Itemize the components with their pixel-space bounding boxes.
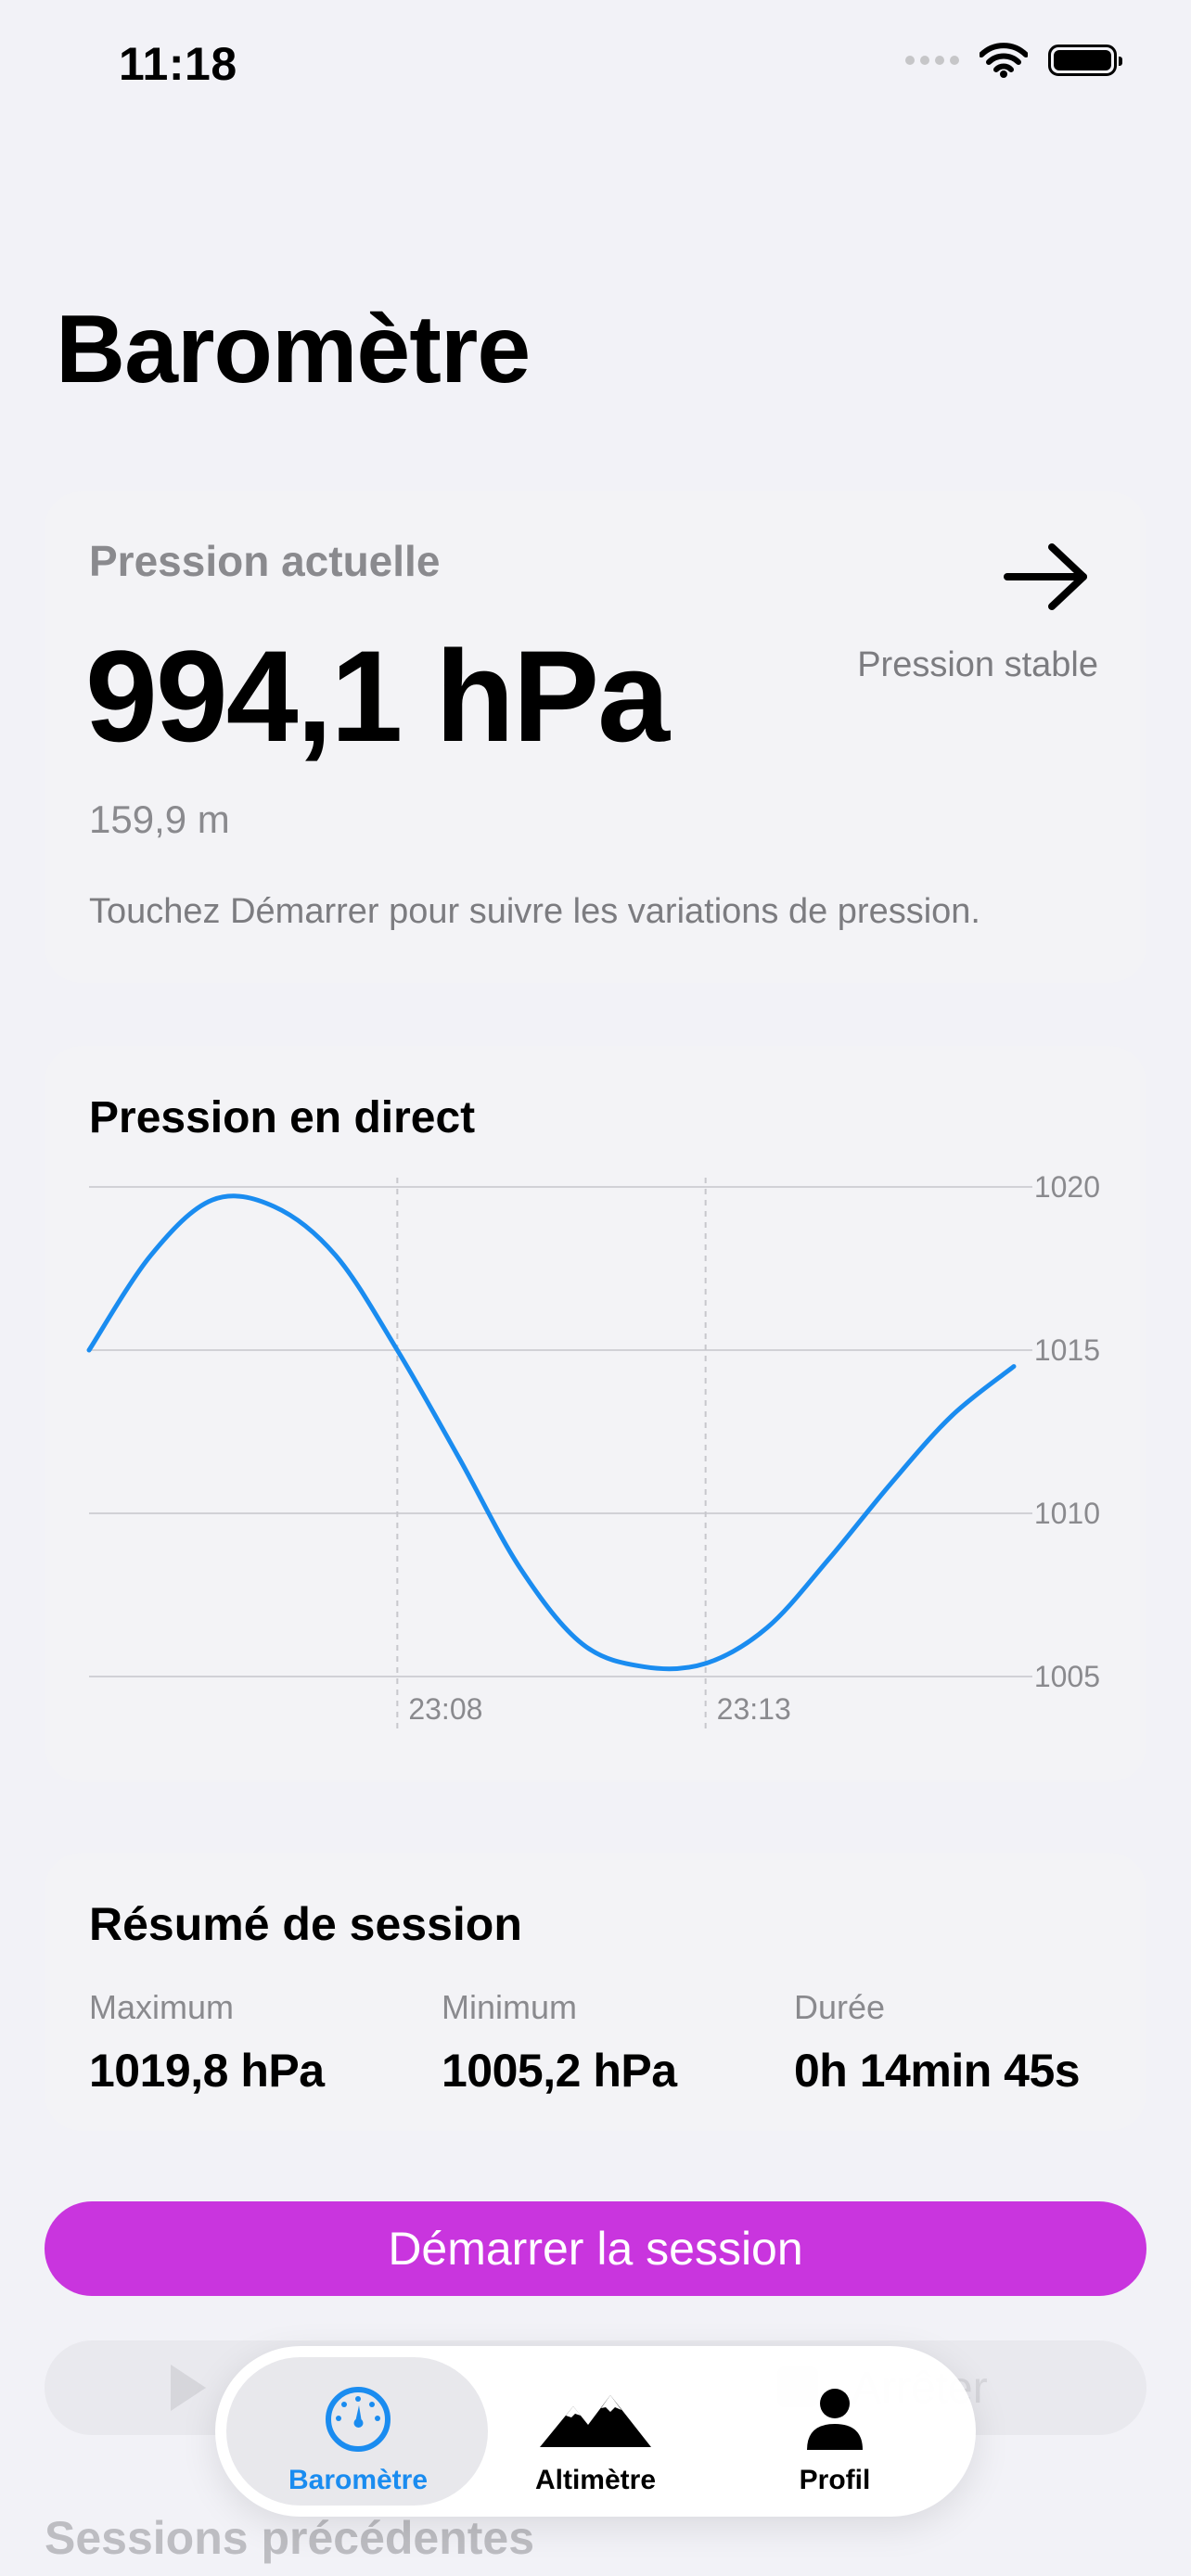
current-pressure-value: 994,1 hPa bbox=[85, 623, 670, 769]
summary-minimum: Minimum 1005,2 hPa bbox=[442, 1988, 677, 2098]
pressure-series-line bbox=[86, 1193, 1017, 1672]
tab-barometre[interactable]: Baromètre bbox=[237, 2346, 479, 2517]
play-icon bbox=[171, 2365, 206, 2411]
tab-profil[interactable]: Profil bbox=[714, 2346, 955, 2517]
start-hint: Touchez Démarrer pour suivre les variati… bbox=[89, 892, 980, 931]
summary-value: 1005,2 hPa bbox=[442, 2045, 677, 2097]
status-icons bbox=[905, 43, 1122, 78]
status-bar: 11:18 bbox=[0, 0, 1191, 130]
chart-title: Pression en direct bbox=[89, 1093, 476, 1142]
current-pressure-card: Pression actuelle 994,1 hPa 159,9 m Touc… bbox=[45, 491, 1146, 983]
y-tick-label: 1015 bbox=[1034, 1333, 1100, 1367]
current-pressure-label: Pression actuelle bbox=[89, 537, 441, 585]
summary-duration: Durée 0h 14min 45s bbox=[794, 1988, 1081, 2098]
summary-label: Maximum bbox=[89, 1988, 235, 2026]
tab-selection-indicator bbox=[226, 2357, 488, 2506]
tab-altimetre[interactable]: Altimètre bbox=[475, 2346, 716, 2517]
y-tick-label: 1020 bbox=[1034, 1170, 1100, 1204]
y-tick-label: 1005 bbox=[1034, 1660, 1100, 1693]
wifi-icon bbox=[980, 43, 1028, 78]
session-summary-card: Résumé de session Maximum 1019,8 hPa Min… bbox=[45, 1853, 1146, 2131]
x-tick-label: 23:13 bbox=[717, 1692, 791, 1726]
cellular-signal-icon bbox=[905, 56, 959, 65]
summary-value: 0h 14min 45s bbox=[794, 2045, 1081, 2097]
y-tick-label: 1010 bbox=[1034, 1497, 1100, 1530]
status-time: 11:18 bbox=[119, 38, 237, 90]
start-session-button[interactable]: Démarrer la session bbox=[45, 2201, 1146, 2296]
arrow-right-icon bbox=[1004, 543, 1087, 610]
previous-sessions-header: Sessions précédentes bbox=[45, 2512, 535, 2564]
x-tick-label: 23:08 bbox=[408, 1692, 482, 1726]
mountains-icon bbox=[540, 2395, 651, 2447]
summary-maximum: Maximum 1019,8 hPa bbox=[89, 1988, 325, 2098]
summary-label: Durée bbox=[794, 1988, 886, 2026]
tab-bar: Baromètre Altimètre Profil bbox=[215, 2346, 976, 2517]
altitude-value: 159,9 m bbox=[89, 797, 230, 841]
person-icon bbox=[807, 2389, 863, 2450]
tab-label: Profil bbox=[799, 2465, 871, 2495]
summary-title: Résumé de session bbox=[89, 1898, 522, 1950]
trend-label: Pression stable bbox=[857, 645, 1098, 684]
page-title: Baromètre bbox=[56, 296, 531, 403]
summary-label: Minimum bbox=[442, 1988, 578, 2026]
tab-label: Baromètre bbox=[288, 2465, 429, 2495]
pressure-line-chart: 23:08 23:13 1005 1010 1015 1020 bbox=[86, 1170, 1100, 1732]
tab-label: Altimètre bbox=[534, 2465, 657, 2495]
live-pressure-chart-card: 23:08 23:13 1005 1010 1015 1020 Pression en … bbox=[45, 1046, 1146, 1782]
battery-icon bbox=[1048, 45, 1122, 76]
gauge-icon bbox=[326, 2387, 391, 2452]
summary-value: 1019,8 hPa bbox=[89, 2045, 325, 2097]
